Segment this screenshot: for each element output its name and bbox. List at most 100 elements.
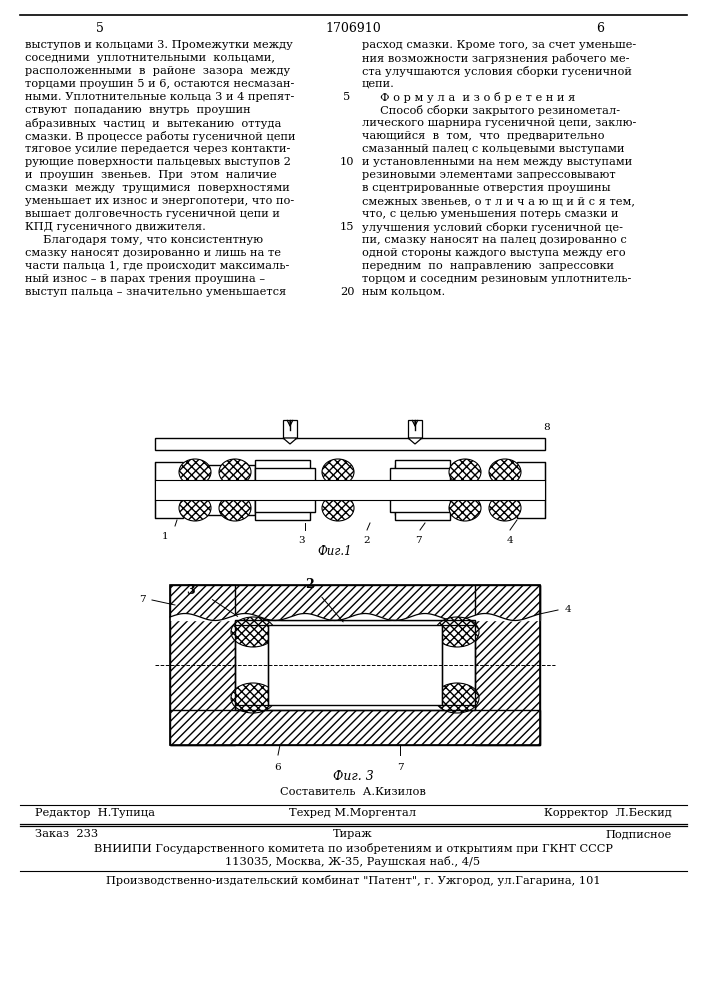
Text: 8: 8	[543, 424, 549, 432]
Text: пи, смазку наносят на палец дозированно с: пи, смазку наносят на палец дозированно …	[362, 235, 626, 245]
Text: и установленными на нем между выступами: и установленными на нем между выступами	[362, 157, 632, 167]
Text: КПД гусеничного движителя.: КПД гусеничного движителя.	[25, 222, 206, 232]
Text: цепи.: цепи.	[362, 79, 395, 89]
Ellipse shape	[489, 495, 521, 521]
Text: ными. Уплотнительные кольца 3 и 4 препят-: ными. Уплотнительные кольца 3 и 4 препят…	[25, 92, 294, 102]
Text: 20: 20	[340, 287, 354, 297]
Bar	[475, 585, 540, 745]
Text: передним  по  направлению  запрессовки: передним по направлению запрессовки	[362, 261, 614, 271]
Text: 4: 4	[565, 605, 571, 614]
Text: и  проушин  звеньев.  При  этом  наличие: и проушин звеньев. При этом наличие	[25, 170, 276, 180]
Bar	[517, 462, 545, 518]
Ellipse shape	[219, 459, 251, 485]
Text: Техред М.Моргентал: Техред М.Моргентал	[289, 808, 416, 818]
Text: 5: 5	[344, 92, 351, 102]
Text: 7: 7	[139, 595, 146, 604]
Ellipse shape	[322, 459, 354, 485]
Bar	[170, 710, 540, 745]
Text: в сцентрированные отверстия проушины: в сцентрированные отверстия проушины	[362, 183, 611, 193]
Bar	[283, 420, 297, 438]
Text: соседними  уплотнительными  кольцами,: соседними уплотнительными кольцами,	[25, 53, 275, 63]
Text: 2: 2	[305, 578, 315, 591]
Text: Ф о р м у л а  и з о б р е т е н и я: Ф о р м у л а и з о б р е т е н и я	[362, 92, 575, 103]
Ellipse shape	[179, 495, 211, 521]
Text: вышает долговечность гусеничной цепи и: вышает долговечность гусеничной цепи и	[25, 209, 280, 219]
Ellipse shape	[435, 617, 479, 647]
Bar	[255, 460, 310, 520]
Text: 6: 6	[596, 22, 604, 35]
Text: лического шарнира гусеничной цепи, заклю-: лического шарнира гусеничной цепи, заклю…	[362, 118, 636, 128]
Text: Редактор  Н.Тупица: Редактор Н.Тупица	[35, 808, 155, 818]
Text: Производственно-издательский комбинат "Патент", г. Ужгород, ул.Гагарина, 101: Производственно-издательский комбинат "П…	[105, 875, 600, 886]
Text: 10: 10	[340, 157, 354, 167]
Bar	[395, 465, 475, 515]
Text: 7: 7	[397, 763, 403, 772]
Ellipse shape	[322, 495, 354, 521]
Bar	[155, 480, 545, 500]
Text: Составитель  А.Кизилов: Составитель А.Кизилов	[280, 787, 426, 797]
Text: ный износ – в парах трения проушина –: ный износ – в парах трения проушина –	[25, 274, 265, 284]
Text: 6: 6	[275, 763, 281, 772]
Text: Заказ  233: Заказ 233	[35, 829, 98, 839]
Text: резиновыми элементами запрессовывают: резиновыми элементами запрессовывают	[362, 170, 616, 180]
Text: 15: 15	[340, 222, 354, 232]
Text: 1706910: 1706910	[325, 22, 381, 35]
Bar	[170, 585, 235, 745]
Text: 3: 3	[186, 584, 194, 596]
Text: тяговое усилие передается через контакти-: тяговое усилие передается через контакти…	[25, 144, 291, 154]
Text: Благодаря тому, что консистентную: Благодаря тому, что консистентную	[25, 235, 263, 245]
Bar	[170, 585, 540, 745]
Text: ния возможности загрязнения рабочего ме-: ния возможности загрязнения рабочего ме-	[362, 53, 629, 64]
Text: ствуют  попаданию  внутрь  проушин: ствуют попаданию внутрь проушин	[25, 105, 250, 115]
Bar	[408, 420, 422, 438]
Text: части пальца 1, где происходит максималь-: части пальца 1, где происходит максималь…	[25, 261, 289, 271]
Ellipse shape	[179, 459, 211, 485]
Text: Корректор  Л.Бескид: Корректор Л.Бескид	[544, 808, 672, 818]
Text: 1: 1	[162, 532, 168, 541]
Bar	[268, 625, 442, 705]
Text: смазки. В процессе работы гусеничной цепи: смазки. В процессе работы гусеничной цеп…	[25, 131, 296, 142]
Bar	[175, 465, 255, 515]
Ellipse shape	[489, 459, 521, 485]
Text: ста улучшаются условия сборки гусеничной: ста улучшаются условия сборки гусеничной	[362, 66, 632, 77]
Text: абразивных  частиц  и  вытеканию  оттуда: абразивных частиц и вытеканию оттуда	[25, 118, 281, 129]
Text: Способ сборки закрытого резинометал-: Способ сборки закрытого резинометал-	[362, 105, 620, 116]
Text: Фиг. 3: Фиг. 3	[332, 770, 373, 783]
Text: 113035, Москва, Ж-35, Раушская наб., 4/5: 113035, Москва, Ж-35, Раушская наб., 4/5	[226, 856, 481, 867]
Bar	[390, 468, 450, 512]
Text: рующие поверхности пальцевых выступов 2: рующие поверхности пальцевых выступов 2	[25, 157, 291, 167]
Text: что, с целью уменьшения потерь смазки и: что, с целью уменьшения потерь смазки и	[362, 209, 619, 219]
Text: 3: 3	[298, 536, 305, 545]
Bar	[170, 585, 540, 620]
Text: одной стороны каждого выступа между его: одной стороны каждого выступа между его	[362, 248, 626, 258]
Ellipse shape	[449, 495, 481, 521]
Text: ным кольцом.: ным кольцом.	[362, 287, 445, 297]
Text: ВНИИПИ Государственного комитета по изобретениям и открытиям при ГКНТ СССР: ВНИИПИ Государственного комитета по изоб…	[93, 843, 612, 854]
Text: выступов и кольцами 3. Промежутки между: выступов и кольцами 3. Промежутки между	[25, 40, 293, 50]
Text: расположенными  в  районе  зазора  между: расположенными в районе зазора между	[25, 66, 291, 76]
Text: выступ пальца – значительно уменьшается: выступ пальца – значительно уменьшается	[25, 287, 286, 297]
Bar	[155, 462, 183, 518]
Bar	[155, 438, 545, 450]
Text: торцами проушин 5 и 6, остаются несмазан-: торцами проушин 5 и 6, остаются несмазан…	[25, 79, 294, 89]
Text: Фиг.1: Фиг.1	[317, 545, 352, 558]
Ellipse shape	[435, 683, 479, 713]
Text: улучшения условий сборки гусеничной це-: улучшения условий сборки гусеничной це-	[362, 222, 623, 233]
Text: смазки  между  трущимися  поверхностями: смазки между трущимися поверхностями	[25, 183, 290, 193]
Text: 7: 7	[415, 536, 421, 545]
Text: торцом и соседним резиновым уплотнитель-: торцом и соседним резиновым уплотнитель-	[362, 274, 631, 284]
Text: уменьшает их износ и энергопотери, что по-: уменьшает их износ и энергопотери, что п…	[25, 196, 294, 206]
Text: расход смазки. Кроме того, за счет уменьше-: расход смазки. Кроме того, за счет умень…	[362, 40, 636, 50]
Ellipse shape	[231, 617, 275, 647]
Ellipse shape	[231, 683, 275, 713]
Bar	[235, 620, 475, 710]
Text: смежных звеньев, о т л и ч а ю щ и й с я тем,: смежных звеньев, о т л и ч а ю щ и й с я…	[362, 196, 635, 206]
Text: смазанный палец с кольцевыми выступами: смазанный палец с кольцевыми выступами	[362, 144, 624, 154]
Polygon shape	[408, 438, 422, 444]
Ellipse shape	[449, 459, 481, 485]
Text: чающийся  в  том,  что  предварительно: чающийся в том, что предварительно	[362, 131, 604, 141]
Bar	[395, 460, 450, 520]
Text: Подписное: Подписное	[606, 829, 672, 839]
Bar	[255, 468, 315, 512]
Text: 4: 4	[507, 536, 513, 545]
